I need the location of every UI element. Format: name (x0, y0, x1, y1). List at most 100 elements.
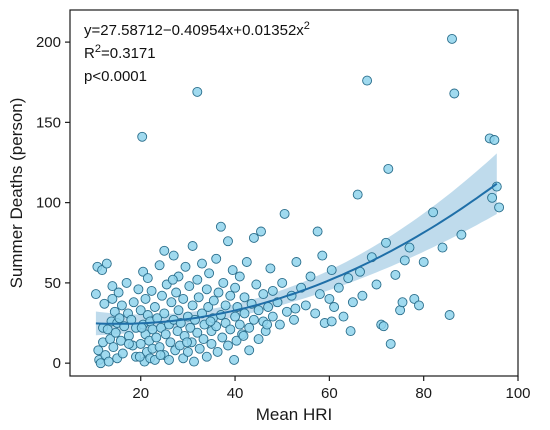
y-tick-label: 50 (44, 275, 61, 292)
data-point (414, 300, 424, 311)
data-point (223, 340, 233, 351)
data-point (184, 281, 195, 292)
fit-curve (95, 182, 498, 325)
plot-frame (69, 9, 519, 377)
data-point (121, 277, 132, 288)
data-point (113, 287, 124, 298)
data-point (267, 285, 278, 296)
data-point (178, 293, 189, 304)
data-point (217, 332, 228, 343)
data-point (159, 245, 170, 256)
r-squared-text: R2=0.3171 (84, 43, 156, 62)
data-point (164, 354, 174, 365)
data-point (281, 306, 292, 317)
data-point (383, 163, 394, 174)
data-point (155, 350, 166, 361)
data-point (305, 271, 316, 282)
data-point (135, 338, 146, 349)
data-point (166, 297, 177, 308)
data-point (289, 314, 299, 325)
data-point (95, 358, 106, 369)
data-point (290, 303, 301, 314)
data-point (194, 343, 205, 354)
data-point (428, 207, 439, 218)
data-point (333, 282, 344, 293)
data-point (265, 263, 276, 274)
data-point (230, 311, 241, 322)
data-point (225, 290, 236, 301)
equation-main: y=27.58712−0.40954x+0.01352x (84, 22, 304, 39)
data-point (244, 322, 255, 333)
data-point (225, 324, 236, 335)
data-point (234, 319, 245, 330)
data-point (134, 351, 145, 362)
data-point (494, 202, 505, 213)
data-point (208, 295, 219, 306)
data-point (211, 253, 222, 264)
equation-exponent: 2 (304, 20, 310, 32)
data-point (146, 285, 157, 296)
p-value-text: p<0.0001 (84, 68, 147, 85)
data-point (256, 226, 266, 237)
data-point (173, 305, 184, 316)
data-point (215, 221, 226, 232)
y-tick-label: 100 (36, 195, 61, 212)
data-point (326, 316, 337, 327)
data-point (180, 261, 191, 272)
data-point (329, 302, 340, 312)
data-point (167, 274, 178, 285)
data-point (312, 226, 323, 237)
data-point (192, 327, 203, 338)
data-point (397, 297, 408, 308)
data-point (192, 274, 203, 285)
data-point (449, 88, 460, 99)
data-point (229, 354, 240, 365)
data-point (262, 319, 273, 330)
data-point (149, 302, 160, 312)
x-tick-label: 60 (321, 385, 338, 402)
data-point (345, 326, 356, 337)
plot-area (90, 33, 505, 369)
data-point (206, 338, 217, 349)
data-point (253, 334, 264, 345)
data-point (187, 241, 198, 251)
data-point (203, 302, 214, 312)
data-point (487, 192, 498, 203)
data-point (193, 292, 204, 303)
data-point (99, 298, 110, 309)
data-point (159, 308, 170, 319)
data-point (241, 257, 252, 267)
data-point (444, 310, 455, 320)
data-point (192, 86, 203, 97)
y-axis-ticks: 0 50 100 150 200 (36, 34, 70, 372)
x-axis-title: Mean HRI (256, 405, 333, 424)
data-point (244, 345, 255, 356)
data-point (117, 348, 128, 359)
data-point (277, 277, 288, 288)
data-point (204, 268, 215, 279)
regression-annotation: y=27.58712−0.40954x+0.01352x2 R2=0.3171 … (84, 20, 310, 85)
data-point (165, 337, 176, 348)
data-point (218, 277, 229, 288)
data-point (230, 282, 241, 293)
data-point (123, 338, 134, 349)
data-point (317, 250, 328, 261)
data-point (151, 332, 162, 343)
data-point (248, 232, 259, 243)
data-point (197, 258, 207, 269)
x-tick-label: 80 (415, 385, 432, 402)
data-point (182, 337, 192, 348)
data-point (314, 289, 325, 300)
data-point (160, 329, 171, 340)
data-point (291, 257, 302, 267)
data-point (489, 135, 500, 145)
y-axis-title: Summer Deaths (person) (7, 98, 26, 289)
data-point (187, 300, 198, 311)
data-point (136, 322, 147, 333)
data-point (234, 271, 245, 282)
data-point (108, 342, 119, 353)
data-point (205, 316, 216, 327)
data-point (324, 293, 335, 304)
data-point (253, 305, 264, 316)
